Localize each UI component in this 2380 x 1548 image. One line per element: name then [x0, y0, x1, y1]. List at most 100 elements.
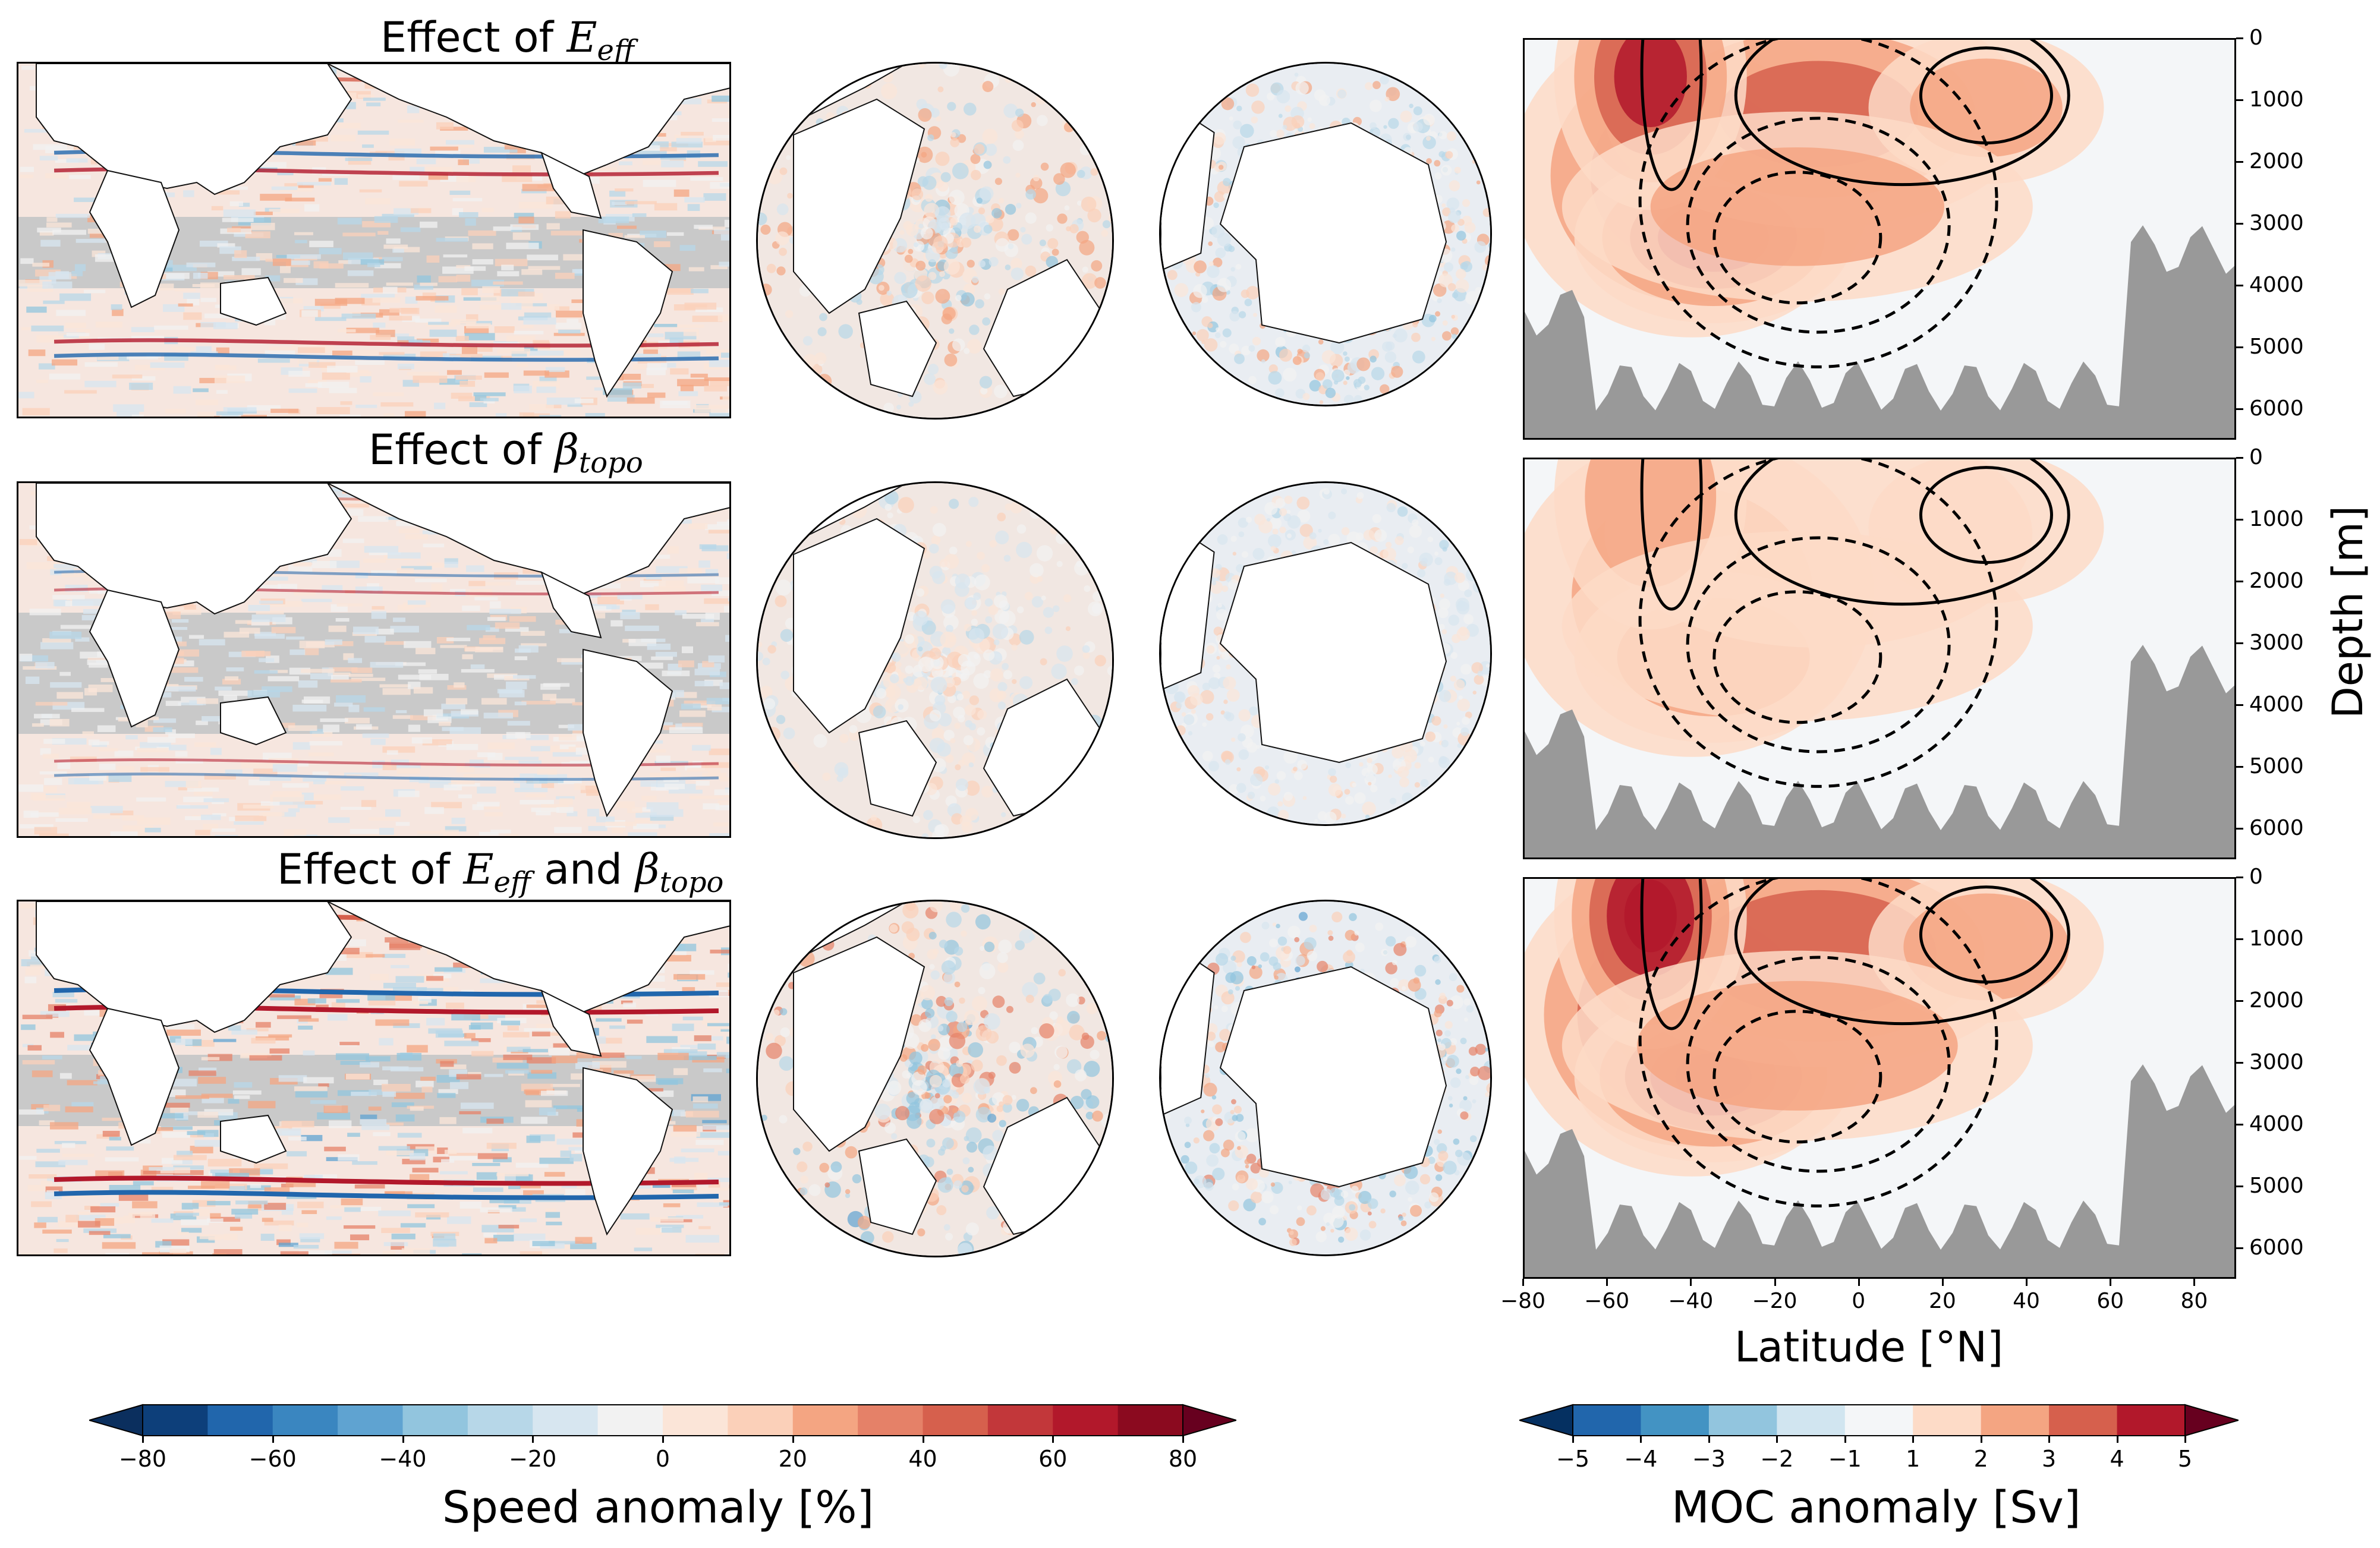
anomaly-blob	[1456, 269, 1466, 279]
anomaly-blob	[839, 733, 849, 743]
anomaly-blob	[918, 646, 923, 652]
anomaly-blob	[1019, 929, 1034, 944]
anomaly-cell	[705, 136, 716, 143]
anomaly-cell	[334, 702, 353, 707]
anomaly-cell	[277, 1015, 311, 1019]
anomaly-cell	[20, 655, 48, 662]
anomaly-blob	[1192, 331, 1197, 336]
anomaly-cell	[247, 690, 281, 698]
anomaly-cell	[476, 346, 493, 352]
anomaly-cell	[495, 622, 520, 629]
anomaly-cell	[550, 698, 575, 704]
anomaly-cell	[553, 837, 569, 838]
anomaly-cell	[478, 804, 501, 809]
anomaly-cell	[36, 417, 61, 418]
anomaly-cell	[262, 686, 292, 692]
anomaly-blob	[1216, 327, 1220, 332]
anomaly-blob	[1385, 541, 1392, 548]
anomaly-blob	[971, 276, 979, 283]
anomaly-blob	[824, 1182, 830, 1188]
anomaly-cell	[87, 657, 110, 661]
anomaly-cell	[74, 1034, 106, 1041]
anomaly-blob	[928, 1039, 940, 1051]
anomaly-blob	[937, 180, 949, 192]
anomaly-cell	[155, 1241, 172, 1248]
anomaly-cell	[18, 392, 34, 399]
anomaly-cell	[352, 350, 379, 357]
anomaly-blob	[991, 208, 1002, 219]
anomaly-cell	[506, 242, 539, 250]
anomaly-cell	[151, 1187, 174, 1191]
anomaly-cell	[410, 208, 432, 213]
anomaly-cell	[93, 1081, 122, 1084]
anomaly-cell	[65, 1106, 93, 1112]
anomaly-cell	[669, 337, 684, 343]
anomaly-cell	[546, 397, 581, 405]
anomaly-cell	[449, 354, 483, 358]
anomaly-blob	[1425, 731, 1436, 742]
anomaly-cell	[535, 1199, 566, 1202]
anomaly-cell	[251, 614, 286, 622]
anomaly-blob	[1039, 239, 1046, 247]
anomaly-cell	[410, 1174, 430, 1181]
anomaly-cell	[339, 414, 361, 417]
anomaly-cell	[458, 396, 490, 402]
anomaly-cell	[132, 1201, 158, 1209]
global-map-row2-field	[18, 483, 729, 838]
anomaly-blob	[929, 1109, 945, 1124]
anomaly-cell	[193, 1040, 215, 1047]
anomaly-blob	[939, 64, 947, 70]
anomaly-blob	[1416, 569, 1426, 578]
anomaly-blob	[873, 705, 886, 718]
anomaly-cell	[524, 312, 552, 318]
anomaly-blob	[1002, 1103, 1012, 1113]
anomaly-cell	[532, 1030, 550, 1037]
anomaly-blob	[1285, 105, 1292, 112]
anomaly-cell	[256, 253, 273, 261]
anomaly-cell	[20, 903, 42, 909]
anomaly-blob	[969, 695, 980, 705]
anomaly-cell	[462, 606, 480, 611]
anomaly-cell	[194, 789, 213, 796]
anomaly-cell	[352, 632, 377, 636]
anomaly-blob	[959, 212, 976, 229]
anomaly-cell	[520, 1251, 543, 1254]
anomaly-blob	[954, 947, 964, 956]
anomaly-cell	[217, 243, 235, 248]
anomaly-cell	[529, 1134, 555, 1142]
anomaly-blob	[997, 701, 1006, 710]
anomaly-cell	[43, 739, 65, 744]
anomaly-cell	[382, 1250, 395, 1254]
anomaly-cell	[90, 1206, 116, 1213]
anomaly-cell	[470, 1022, 493, 1030]
anomaly-cell	[309, 741, 343, 746]
anomaly-blob	[870, 814, 877, 821]
anomaly-blob	[1454, 166, 1461, 174]
anomaly-blob	[1217, 278, 1232, 292]
anomaly-cell	[161, 1158, 182, 1164]
anomaly-blob	[1392, 746, 1405, 759]
anomaly-blob	[974, 144, 985, 155]
anomaly-blob	[999, 1101, 1005, 1107]
anomaly-cell	[606, 605, 620, 610]
anomaly-cell	[484, 1238, 498, 1244]
anomaly-cell	[74, 197, 99, 202]
anomaly-cell	[421, 1086, 433, 1093]
anomaly-cell	[688, 523, 708, 529]
anomaly-cell	[379, 684, 411, 688]
anomaly-blob	[1389, 797, 1397, 805]
antarctic-globe-row2	[1159, 481, 1492, 826]
anomaly-cell	[169, 667, 199, 673]
anomaly-cell	[235, 815, 267, 821]
anomaly-cell	[511, 351, 527, 357]
anomaly-cell	[398, 604, 410, 611]
anomaly-cell	[370, 661, 404, 668]
anomaly-cell	[694, 1035, 712, 1042]
anomaly-blob	[921, 152, 927, 158]
anomaly-cell	[703, 193, 726, 201]
anomaly-blob	[1067, 1011, 1080, 1024]
anomaly-cell	[691, 288, 709, 294]
anomaly-cell	[84, 380, 117, 387]
anomaly-cell	[525, 1100, 552, 1108]
anomaly-cell	[524, 1089, 547, 1094]
